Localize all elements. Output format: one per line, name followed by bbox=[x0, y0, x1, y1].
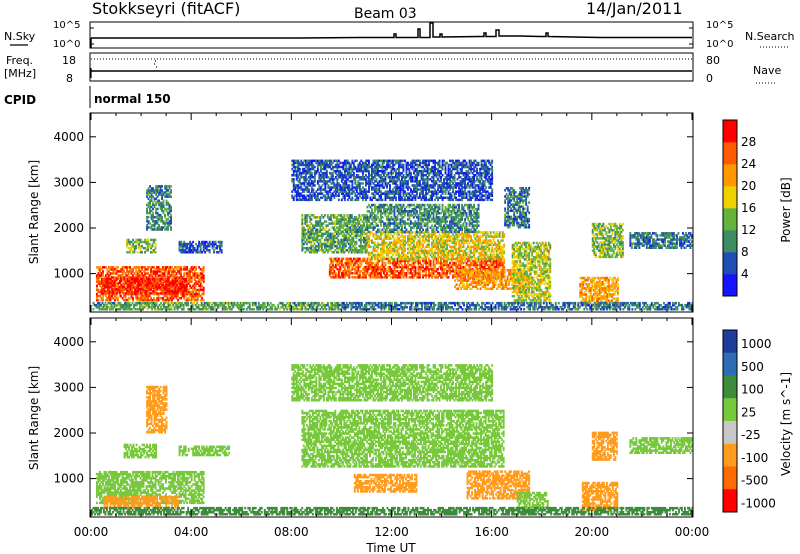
power-echo-cell bbox=[155, 239, 157, 242]
power-echo-cell bbox=[195, 266, 197, 269]
power-echo-cell bbox=[170, 214, 172, 217]
nave-label: Nave bbox=[753, 64, 781, 77]
power-echo-cell bbox=[243, 308, 245, 311]
power-echo-cell bbox=[128, 278, 130, 281]
power-echo-cell bbox=[179, 280, 181, 283]
power-echo-cell bbox=[255, 302, 257, 305]
power-echo-cell bbox=[102, 270, 104, 273]
power-echo-cell bbox=[215, 241, 217, 244]
nsky-tick-low: 10^0 bbox=[53, 39, 80, 50]
power-echo-cell bbox=[185, 278, 187, 281]
power-echo-cell bbox=[148, 216, 150, 219]
power-echo-cell bbox=[203, 274, 205, 277]
power-echo-cell bbox=[192, 241, 194, 244]
power-echo-cell bbox=[253, 308, 255, 311]
power-echo-cell bbox=[289, 302, 291, 305]
power-echo-cell bbox=[155, 243, 157, 246]
power-echo-cell bbox=[116, 292, 118, 295]
power-echo-cell bbox=[141, 251, 143, 254]
power-echo-cell bbox=[170, 226, 172, 229]
power-echo-cell bbox=[170, 195, 172, 198]
power-echo-cell bbox=[161, 185, 163, 188]
power-echo-cell bbox=[157, 292, 159, 295]
freq-tick-low: 8 bbox=[66, 72, 73, 85]
power-echo-cell bbox=[249, 302, 251, 305]
power-echo-cell bbox=[155, 251, 157, 254]
power-echo-cell bbox=[221, 241, 223, 244]
power-echo-cell bbox=[310, 218, 312, 221]
nsky-tick-high: 10^5 bbox=[53, 20, 80, 31]
power-echo-cell bbox=[132, 297, 134, 300]
nsearch-label: N.Search bbox=[745, 30, 795, 43]
power-echo-cell bbox=[161, 216, 163, 219]
power-echo-cell bbox=[147, 239, 149, 242]
power-echo-cell bbox=[93, 308, 95, 311]
nave-tick-low: 0 bbox=[706, 72, 713, 85]
freq-strip-frame bbox=[90, 53, 693, 81]
power-echo-cell bbox=[325, 220, 327, 223]
nsearch-tick-high: 10^5 bbox=[706, 20, 733, 31]
power-echo-cell bbox=[167, 278, 169, 281]
power-echo-cell bbox=[325, 308, 327, 311]
power-echo-cell bbox=[324, 214, 326, 217]
power-echo-cell bbox=[203, 287, 205, 290]
power-echo-cell bbox=[170, 189, 172, 192]
power-echo-layer bbox=[93, 160, 694, 311]
power-echo-cell bbox=[163, 200, 165, 203]
power-echo-cell bbox=[327, 302, 329, 305]
power-echo-cell bbox=[137, 251, 139, 254]
noise-strip-frame bbox=[90, 22, 693, 48]
power-echo-cell bbox=[187, 302, 189, 305]
power-echo-cell bbox=[152, 290, 154, 293]
power-echo-cell bbox=[264, 302, 266, 305]
power-echo-cell bbox=[221, 249, 223, 252]
cpid-value: normal 150 bbox=[94, 92, 171, 106]
power-echo-cell bbox=[156, 302, 158, 305]
power-echo-cell bbox=[164, 214, 166, 217]
power-echo-cell bbox=[304, 229, 306, 232]
power-echo-cell bbox=[301, 214, 303, 217]
station-title: Stokkseyri (fitACF) bbox=[92, 0, 240, 18]
power-echo-cell bbox=[209, 249, 211, 252]
power-echo-cell bbox=[170, 185, 172, 188]
noise-trace bbox=[91, 23, 692, 48]
power-echo-cell bbox=[186, 266, 188, 269]
nsky-label: N.Sky bbox=[4, 30, 36, 43]
power-echo-cell bbox=[152, 212, 154, 215]
date-title: 14/Jan/2011 bbox=[586, 0, 683, 18]
power-echo-cell bbox=[203, 266, 205, 269]
nave-tick-high: 80 bbox=[706, 54, 720, 67]
cpid-label: CPID bbox=[4, 93, 36, 107]
power-echo-cell bbox=[157, 208, 159, 211]
freq-label: Freq. bbox=[6, 54, 33, 67]
power-echo-cell bbox=[98, 299, 100, 302]
freq-unit-label: [MHz] bbox=[4, 67, 36, 80]
power-echo-cell bbox=[117, 266, 119, 269]
power-echo-cell bbox=[170, 206, 172, 209]
rti-figure: Stokkseyri (fitACF) Beam 03 14/Jan/2011 … bbox=[0, 0, 800, 554]
freq-tick-high: 18 bbox=[62, 54, 76, 67]
power-echo-cell bbox=[185, 284, 187, 287]
freq-spike-marks bbox=[91, 61, 157, 78]
power-echo-cell bbox=[203, 299, 205, 302]
beam-title: Beam 03 bbox=[354, 6, 417, 22]
nsearch-tick-low: 10^0 bbox=[706, 39, 733, 50]
